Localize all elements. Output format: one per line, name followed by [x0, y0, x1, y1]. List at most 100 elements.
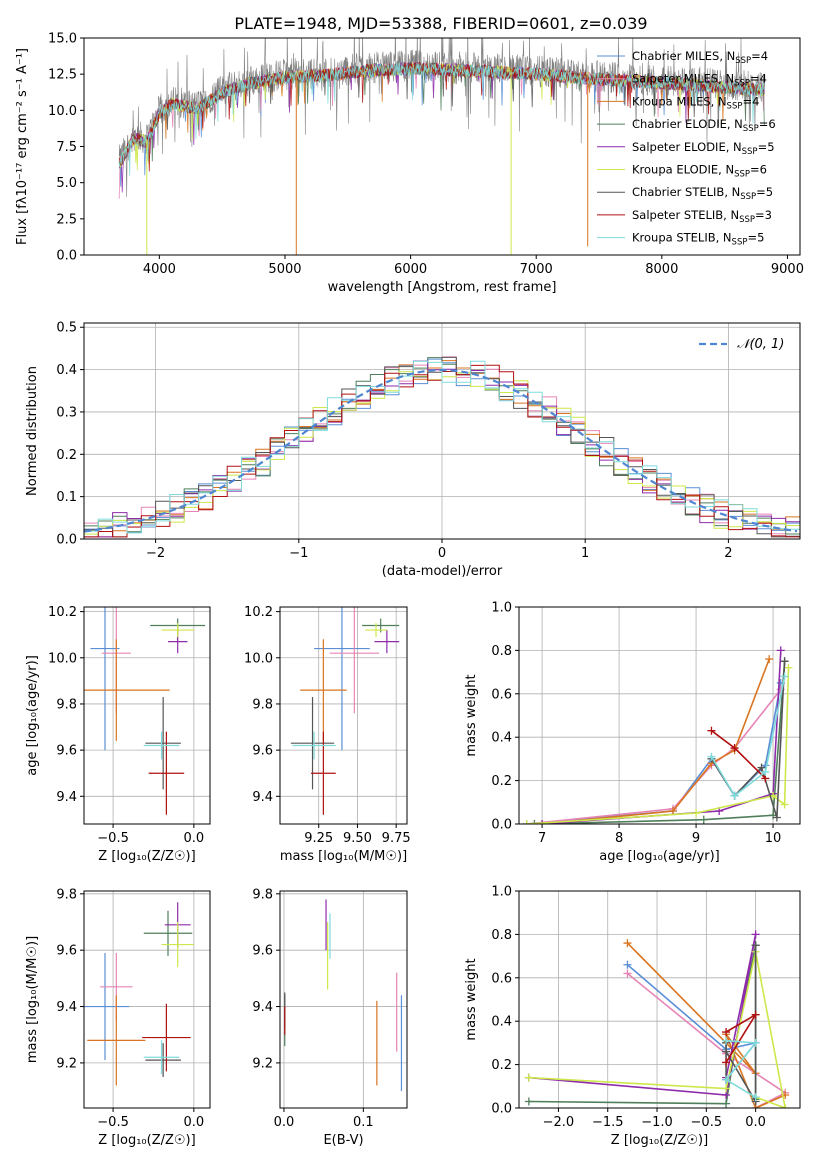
mass-vs-EBV-frame	[279, 890, 408, 1109]
weight-vs-Z-ylabel: mass weight	[464, 958, 479, 1040]
mass-vs-Z-ytick-label: 9.6	[56, 944, 77, 959]
legend-label: Chabrier MILES, NSSP=4	[632, 49, 768, 66]
weight-vs-age-xlabel: age [log₁₀(age/yr)]	[599, 849, 720, 864]
weight-vs-age-ytick-label: 0.2	[491, 774, 512, 789]
weight-vs-age-marker	[699, 815, 708, 824]
weight-vs-Z-ytick-label: 1.0	[491, 885, 512, 900]
age-vs-Z-ytick-label: 10.0	[48, 651, 77, 666]
weight-vs-Z-ytick-label: 0.4	[491, 1015, 512, 1030]
residuals-xlabel: (data-model)/error	[382, 564, 503, 579]
weight-vs-Z-ytick-label: 0.2	[491, 1058, 512, 1073]
age-vs-mass-plot-area	[290, 607, 400, 815]
mass-vs-Z-plot-area	[84, 902, 194, 1086]
spectrum-xtick-label: 9000	[771, 262, 804, 277]
age-vs-Z-ytick-label: 9.4	[56, 790, 77, 805]
residuals-xtick-label: −2	[146, 546, 165, 561]
legend-subscript: SSP	[742, 147, 758, 157]
weight-vs-age-ytick-label: 1.0	[491, 601, 512, 616]
spectrum-xlabel: wavelength [Angstrom, rest frame]	[328, 280, 557, 295]
legend-nssp: =6	[750, 163, 767, 177]
residuals-ytick-label: 0.5	[56, 321, 77, 336]
weight-vs-age-marker	[730, 791, 739, 800]
mass-vs-EBV-xtick-label: 0.1	[353, 1115, 374, 1130]
mass-vs-Z-frame	[83, 890, 211, 1109]
mass-vs-Z-ylabel: mass [log₁₀(M/M☉)]	[25, 936, 40, 1063]
spectrum-ylabel: Flux [fλ10⁻¹⁷ erg cm⁻² s⁻¹ A⁻¹]	[15, 48, 30, 245]
residuals-xtick-label: 1	[581, 546, 589, 561]
spectrum-legend: Chabrier MILES, NSSP=4 Salpeter MILES, NS…	[597, 49, 776, 248]
figure-title: PLATE=1948, MJD=53388, FIBERID=0601, z=0…	[234, 14, 647, 33]
weight-vs-age-ytick-label: 0.6	[491, 687, 512, 702]
legend-label: Chabrier STELIB, NSSP=5	[632, 185, 773, 202]
spectrum-ytick-label: 5.0	[56, 176, 77, 191]
weight-vs-age-marker	[707, 726, 716, 735]
spectrum-xtick-label: 5000	[268, 262, 301, 277]
residuals-ytick-label: 0.2	[56, 448, 77, 463]
weight-vs-Z-marker	[722, 1047, 731, 1056]
spectrum-model-line-7	[118, 61, 765, 172]
legend-nssp: =5	[758, 140, 775, 154]
age-vs-Z-ytick-label: 9.8	[56, 697, 77, 712]
mass-vs-Z-xlabel: Z [log₁₀(Z/Z☉)]	[98, 1133, 195, 1148]
mass-vs-EBV-axes: 0.0 0.1 9.2 9.4 9.6 9.8 E(B-V)	[252, 887, 408, 1148]
weight-vs-Z-marker	[722, 1036, 731, 1045]
legend-subscript: SSP	[732, 238, 748, 248]
residuals-axes: −2 −1 0 1 2 0.0 0.1 0.2 0.3 0.4 0.5 (data-model)/er…	[25, 321, 801, 579]
age-vs-Z-ytick-label: 9.6	[56, 744, 77, 759]
age-vs-mass-frame	[279, 606, 408, 825]
residuals-xtick-label: 2	[724, 546, 732, 561]
normal-legend-label: 𝒩(0, 1)	[737, 337, 784, 352]
residuals-xtick-label: 0	[438, 546, 446, 561]
legend-nssp: =5	[756, 185, 773, 199]
age-vs-mass-xtick-label: 9.25	[304, 831, 333, 846]
age-vs-Z-frame	[83, 606, 211, 825]
weight-vs-age-marker	[530, 820, 539, 824]
legend-label: Kroupa ELODIE, NSSP=6	[632, 163, 767, 180]
weight-vs-Z-marker	[781, 1104, 790, 1108]
mass-vs-EBV-ytick-label: 9.2	[252, 1056, 273, 1071]
legend-label: Salpeter STELIB, NSSP=3	[632, 208, 772, 225]
residuals-ytick-label: 0.4	[56, 363, 77, 378]
weight-vs-age-ytick-label: 0.8	[491, 644, 512, 659]
spectrum-ytick-label: 0.0	[56, 249, 77, 264]
mass-vs-EBV-xlabel: E(B-V)	[323, 1133, 363, 1148]
weight-vs-Z-marker	[524, 1097, 533, 1106]
weight-vs-Z-xtick-label: −0.5	[691, 1115, 723, 1130]
weight-vs-Z-xtick-label: −1.0	[641, 1115, 673, 1130]
legend-nssp: =5	[747, 231, 764, 245]
weight-vs-age-marker	[780, 800, 789, 809]
legend-label: Kroupa MILES, NSSP=4	[632, 94, 759, 111]
weight-vs-age-line-5	[526, 667, 790, 824]
mass-vs-Z-axes: −0.5 0.0 9.2 9.4 9.6 9.8 Z [log₁₀(Z/Z☉)] mass […	[25, 887, 211, 1148]
legend-subscript: SSP	[739, 215, 755, 225]
residuals-plot-area	[84, 356, 800, 538]
weight-vs-age-ytick-label: 0.4	[491, 731, 512, 746]
mass-vs-Z-xtick-label: −0.5	[97, 1115, 129, 1130]
spectrum-ytick-label: 15.0	[48, 32, 77, 47]
weight-vs-age-marker	[538, 820, 547, 824]
weight-vs-age-frame	[518, 606, 801, 825]
weight-vs-age-marker	[692, 809, 701, 818]
residuals-frame	[83, 322, 801, 540]
weight-vs-age-marker	[780, 672, 789, 681]
residuals-ytick-label: 0.0	[56, 533, 77, 548]
weight-vs-age-xtick-label: 10	[765, 831, 782, 846]
spectrum-ytick-label: 12.5	[48, 68, 77, 83]
legend-nssp: =4	[750, 72, 767, 86]
weight-vs-Z-marker	[722, 1099, 731, 1108]
weight-vs-age-xtick-label: 8	[615, 831, 623, 846]
age-vs-mass-axes: 9.25 9.50 9.75 9.4 9.6 9.8 10.0 10.2 mass [log₁₀…	[244, 605, 411, 864]
weight-vs-Z-marker	[722, 1058, 731, 1067]
age-vs-Z-ytick-label: 10.2	[48, 605, 77, 620]
weight-vs-Z-marker	[722, 1028, 731, 1037]
age-vs-Z-xtick-label: −0.5	[97, 831, 129, 846]
weight-vs-age-marker	[765, 655, 774, 664]
weight-vs-age-marker	[757, 763, 766, 772]
legend-nssp: =6	[759, 117, 776, 131]
weight-vs-Z-marker	[751, 1038, 760, 1047]
age-vs-Z-plot-area	[84, 607, 206, 815]
legend-subscript: SSP	[734, 170, 750, 180]
age-vs-mass-xtick-label: 9.75	[382, 831, 411, 846]
spectrum-xtick-label: 8000	[645, 262, 678, 277]
weight-vs-Z-marker	[623, 969, 632, 978]
